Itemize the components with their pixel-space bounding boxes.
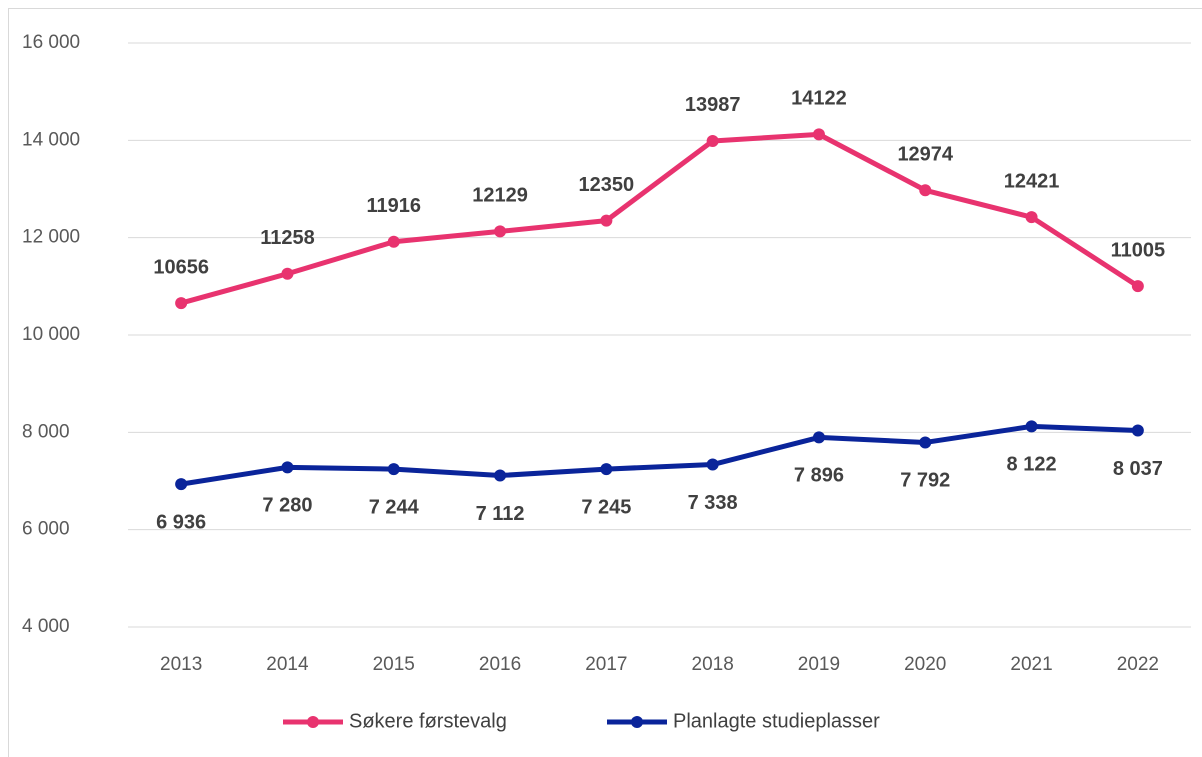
data-label: 7 280 <box>262 495 312 517</box>
legend-swatch-dot <box>631 716 643 728</box>
data-label: 11005 <box>1111 239 1166 261</box>
point <box>1025 420 1038 433</box>
x-tick-label: 2016 <box>479 654 521 675</box>
point <box>1131 280 1144 293</box>
data-label: 10656 <box>153 256 209 278</box>
data-label: 6 936 <box>156 511 206 533</box>
point <box>600 463 613 476</box>
data-label: 13987 <box>685 94 741 116</box>
x-tick-label: 2013 <box>160 654 202 675</box>
y-tick-label: 4 000 <box>22 616 70 637</box>
chart-border <box>8 8 1202 757</box>
data-label: 7 792 <box>900 470 950 492</box>
point <box>281 267 294 280</box>
data-label: 12350 <box>579 174 635 196</box>
data-label: 11258 <box>260 227 315 249</box>
legend-swatch-dot <box>307 716 319 728</box>
data-label: 7 112 <box>476 503 525 525</box>
series-line <box>180 423 1138 487</box>
x-tick-label: 2022 <box>1117 654 1159 675</box>
y-tick-label: 12 000 <box>22 227 80 248</box>
x-tick-label: 2015 <box>373 654 415 675</box>
data-label: 7 896 <box>794 465 844 487</box>
data-label: 7 244 <box>369 496 420 518</box>
y-tick-label: 8 000 <box>22 421 70 442</box>
point <box>706 458 719 471</box>
y-tick-label: 6 000 <box>22 519 70 540</box>
point <box>1025 211 1038 224</box>
point <box>812 128 825 141</box>
x-tick-label: 2019 <box>798 654 840 675</box>
point <box>175 478 188 491</box>
data-label: 11916 <box>366 195 421 217</box>
data-label: 12421 <box>1004 170 1060 192</box>
data-label: 12129 <box>472 185 528 207</box>
point <box>919 184 932 197</box>
x-tick-label: 2021 <box>1010 654 1052 675</box>
data-label: 14122 <box>791 88 847 110</box>
data-label: 8 122 <box>1007 454 1057 476</box>
data-label: 8 037 <box>1113 458 1163 480</box>
data-label: 7 245 <box>581 496 631 518</box>
data-label: 12974 <box>897 144 953 166</box>
point <box>494 469 507 482</box>
x-tick-label: 2020 <box>904 654 946 675</box>
point <box>706 134 719 147</box>
x-tick-label: 2018 <box>692 654 734 675</box>
point <box>281 461 294 474</box>
point <box>812 431 825 444</box>
point <box>919 436 932 449</box>
x-tick-label: 2014 <box>266 654 309 675</box>
point <box>494 225 507 238</box>
point <box>387 463 400 476</box>
point <box>387 235 400 248</box>
legend-label: Søkere førstevalg <box>349 710 507 732</box>
series-line <box>180 131 1140 306</box>
legend-label: Planlagte studieplasser <box>673 710 880 732</box>
x-tick-label: 2017 <box>585 654 627 675</box>
point <box>1131 424 1144 437</box>
y-tick-label: 14 000 <box>22 129 80 150</box>
point <box>175 297 188 310</box>
point <box>600 214 613 227</box>
data-label: 7 338 <box>688 492 738 514</box>
y-tick-label: 16 000 <box>22 32 80 53</box>
y-tick-label: 10 000 <box>22 324 80 345</box>
